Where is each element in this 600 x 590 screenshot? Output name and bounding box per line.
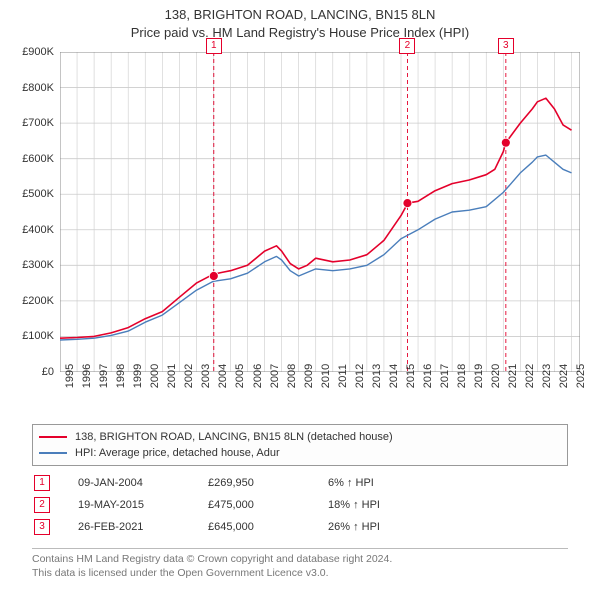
sale-marker-box: 2 — [399, 38, 415, 54]
sales-date: 09-JAN-2004 — [78, 477, 208, 489]
x-tick-label: 2021 — [507, 364, 519, 388]
sales-marker: 1 — [34, 475, 50, 491]
y-tick-label: £500K — [22, 188, 54, 200]
footer: Contains HM Land Registry data © Crown c… — [32, 548, 568, 580]
x-tick-label: 2001 — [166, 364, 178, 388]
y-tick-label: £100K — [22, 330, 54, 342]
x-tick-label: 2012 — [354, 364, 366, 388]
x-tick-label: 2007 — [269, 364, 281, 388]
x-tick-label: 2013 — [371, 364, 383, 388]
x-tick-label: 1996 — [81, 364, 93, 388]
x-tick-label: 2008 — [286, 364, 298, 388]
x-tick-label: 2003 — [200, 364, 212, 388]
legend-row: 138, BRIGHTON ROAD, LANCING, BN15 8LN (d… — [39, 429, 561, 445]
sales-marker: 2 — [34, 497, 50, 513]
x-tick-label: 2020 — [490, 364, 502, 388]
x-tick-label: 1995 — [64, 364, 76, 388]
legend-swatch — [39, 436, 67, 438]
x-tick-label: 2017 — [439, 364, 451, 388]
sale-marker-box: 3 — [498, 38, 514, 54]
x-tick-label: 2004 — [217, 364, 229, 388]
y-tick-label: £400K — [22, 224, 54, 236]
legend: 138, BRIGHTON ROAD, LANCING, BN15 8LN (d… — [32, 424, 568, 466]
legend-label: 138, BRIGHTON ROAD, LANCING, BN15 8LN (d… — [75, 431, 393, 443]
x-tick-label: 2009 — [303, 364, 315, 388]
legend-row: HPI: Average price, detached house, Adur — [39, 445, 561, 461]
x-tick-label: 2002 — [183, 364, 195, 388]
x-tick-label: 1998 — [115, 364, 127, 388]
y-tick-label: £300K — [22, 259, 54, 271]
x-tick-label: 2025 — [575, 364, 587, 388]
sales-marker: 3 — [34, 519, 50, 535]
footer-line-2: This data is licensed under the Open Gov… — [32, 567, 568, 581]
x-tick-label: 2024 — [558, 364, 570, 388]
x-tick-label: 2018 — [456, 364, 468, 388]
y-tick-label: £800K — [22, 82, 54, 94]
legend-swatch — [39, 452, 67, 454]
footer-line-1: Contains HM Land Registry data © Crown c… — [32, 553, 568, 567]
sales-diff: 26% ↑ HPI — [328, 521, 448, 533]
sales-price: £475,000 — [208, 499, 328, 511]
x-tick-label: 2016 — [422, 364, 434, 388]
sale-marker-box: 1 — [206, 38, 222, 54]
x-tick-label: 2011 — [337, 364, 349, 388]
x-tick-label: 2010 — [320, 364, 332, 388]
y-tick-label: £700K — [22, 117, 54, 129]
x-tick-label: 2000 — [149, 364, 161, 388]
legend-label: HPI: Average price, detached house, Adur — [75, 447, 280, 459]
sales-row: 1 09-JAN-2004£269,9506% ↑ HPI — [32, 472, 568, 494]
x-tick-label: 2014 — [388, 364, 400, 388]
sales-date: 19-MAY-2015 — [78, 499, 208, 511]
x-tick-label: 2022 — [524, 364, 536, 388]
x-tick-label: 2019 — [473, 364, 485, 388]
y-tick-label: £900K — [22, 46, 54, 58]
chart-svg — [60, 52, 580, 372]
chart-title: 138, BRIGHTON ROAD, LANCING, BN15 8LN Pr… — [0, 0, 600, 41]
y-tick-label: £200K — [22, 295, 54, 307]
sales-date: 26-FEB-2021 — [78, 521, 208, 533]
y-tick-label: £600K — [22, 153, 54, 165]
x-tick-label: 2005 — [234, 364, 246, 388]
x-tick-label: 2015 — [405, 364, 417, 388]
sales-diff: 6% ↑ HPI — [328, 477, 448, 489]
sales-row: 2 19-MAY-2015£475,00018% ↑ HPI — [32, 494, 568, 516]
x-tick-label: 2006 — [252, 364, 264, 388]
chart-area: £0£100K£200K£300K£400K£500K£600K£700K£80… — [60, 52, 580, 372]
title-line-1: 138, BRIGHTON ROAD, LANCING, BN15 8LN — [0, 6, 600, 24]
sales-row: 3 26-FEB-2021£645,00026% ↑ HPI — [32, 516, 568, 538]
chart-container: 138, BRIGHTON ROAD, LANCING, BN15 8LN Pr… — [0, 0, 600, 590]
y-tick-label: £0 — [42, 366, 54, 378]
x-tick-label: 1997 — [98, 364, 110, 388]
sales-table: 1 09-JAN-2004£269,9506% ↑ HPI 2 19-MAY-2015… — [32, 472, 568, 538]
sales-price: £269,950 — [208, 477, 328, 489]
x-tick-label: 1999 — [132, 364, 144, 388]
sales-diff: 18% ↑ HPI — [328, 499, 448, 511]
x-tick-label: 2023 — [541, 364, 553, 388]
sales-price: £645,000 — [208, 521, 328, 533]
